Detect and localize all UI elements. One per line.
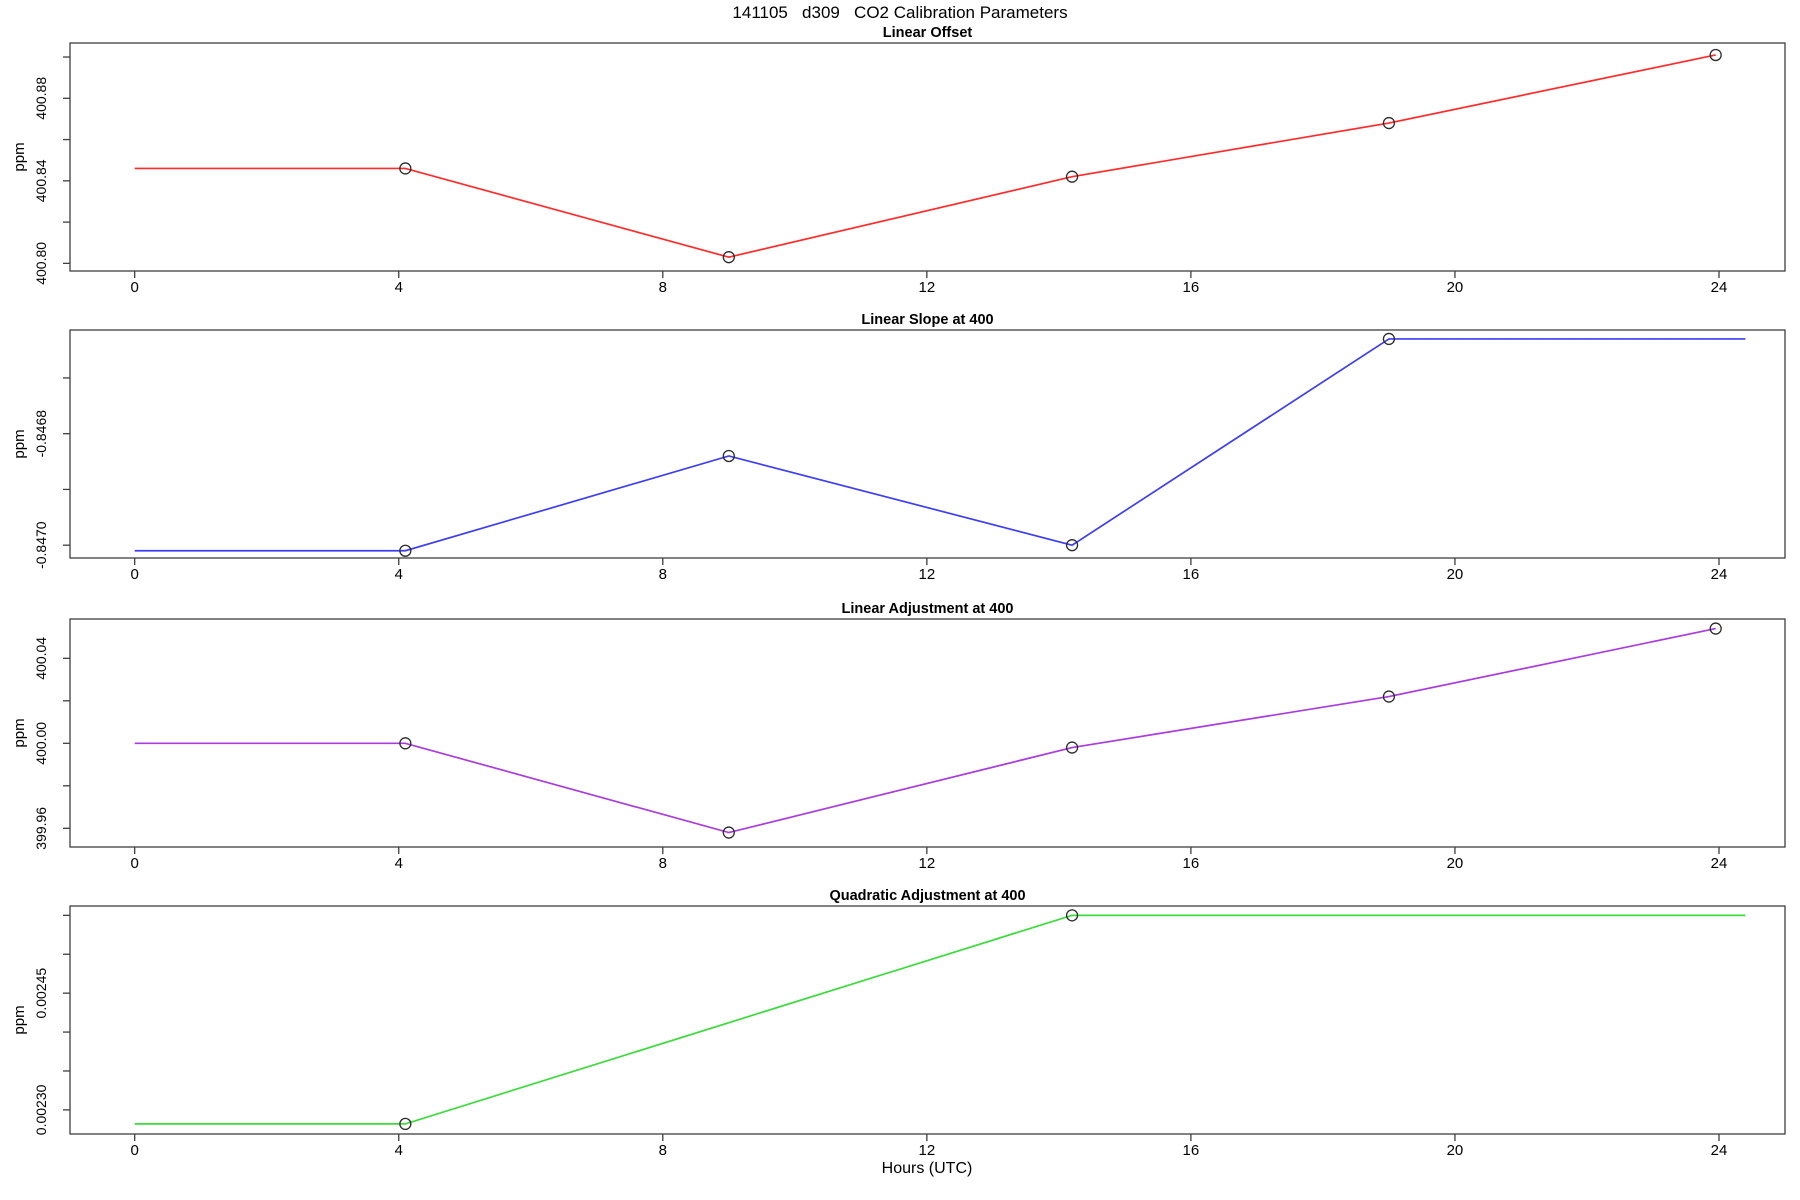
y-tick-label: 0.00245 xyxy=(33,968,49,1019)
x-tick-label: 4 xyxy=(395,279,403,296)
y-tick-label: 400.84 xyxy=(33,159,49,202)
data-point-marker xyxy=(1709,48,1722,62)
x-tick-label: 4 xyxy=(395,1142,403,1159)
y-axis-unit-label: ppm xyxy=(11,718,28,747)
x-tick-label: 12 xyxy=(918,566,935,583)
x-tick-label: 12 xyxy=(918,855,935,872)
data-line-linear-slope-at-400 xyxy=(134,338,1746,552)
x-tick-label: 8 xyxy=(659,855,667,872)
x-tick-label: 8 xyxy=(659,279,667,296)
plot-area-border xyxy=(69,618,1786,848)
x-tick-label: 0 xyxy=(131,855,139,872)
data-point-marker xyxy=(1382,332,1396,346)
data-point-marker xyxy=(399,162,412,175)
x-tick-label: 16 xyxy=(1183,1142,1200,1159)
data-point-marker xyxy=(1065,539,1079,552)
data-point-marker xyxy=(1065,741,1079,754)
panel-quadratic-adjustment-plot: Quadratic Adjustment at 400 ppm 0.00230 0.0… xyxy=(11,888,1786,1159)
panel-title-linear-adjustment-at-400: Linear Adjustment at 400 xyxy=(842,601,1014,617)
x-tick-label: 0 xyxy=(131,1142,139,1159)
y-axis-unit-label: ppm xyxy=(11,142,28,171)
panel-linear-offset-plot: Linear Offset ppm 400.80 400.84 400.88 0 4 8 12 1… xyxy=(11,25,1786,296)
panel-linear-slope-plot: Linear Slope at 400 ppm -0.8470 -0.8468 0 4 8 1… xyxy=(11,312,1786,583)
data-point-marker xyxy=(1382,116,1396,130)
x-tick-label: 0 xyxy=(131,279,139,296)
data-point-marker xyxy=(399,1117,412,1131)
data-line-quadratic-adjustment-at-400 xyxy=(134,914,1746,1125)
y-axis-unit-label: ppm xyxy=(11,429,28,458)
y-axis-unit-label: ppm xyxy=(11,1005,28,1034)
x-tick-label: 16 xyxy=(1183,279,1200,296)
plot-area-border xyxy=(69,905,1786,1135)
data-line-linear-offset xyxy=(134,54,1716,259)
data-point-marker xyxy=(722,449,735,463)
x-axis-title: Hours (UTC) xyxy=(881,1160,973,1177)
x-tick-label: 8 xyxy=(659,1142,667,1159)
panel-title-linear-slope-at-400: Linear Slope at 400 xyxy=(861,312,993,328)
data-point-marker xyxy=(722,826,735,839)
data-point-marker xyxy=(722,251,735,264)
panel-title-quadratic-adjustment-at-400: Quadratic Adjustment at 400 xyxy=(829,888,1025,904)
x-tick-label: 20 xyxy=(1447,566,1464,583)
data-point-marker xyxy=(399,544,412,557)
x-tick-label: 24 xyxy=(1711,1142,1728,1159)
x-tick-label: 4 xyxy=(395,566,403,583)
y-tick-label: 0.00230 xyxy=(33,1084,49,1135)
x-tick-label: 16 xyxy=(1183,566,1200,583)
x-tick-label: 24 xyxy=(1711,566,1728,583)
x-tick-label: 24 xyxy=(1711,279,1728,296)
y-tick-label: -0.8468 xyxy=(33,410,49,458)
x-tick-label: 20 xyxy=(1447,1142,1464,1159)
x-tick-label: 4 xyxy=(395,855,403,872)
data-point-marker xyxy=(1709,622,1722,635)
x-tick-label: 20 xyxy=(1447,855,1464,872)
data-point-marker xyxy=(1065,170,1079,183)
x-tick-label: 24 xyxy=(1711,855,1728,872)
panel-linear-adjustment-plot: Linear Adjustment at 400 ppm 399.96 400.00 4… xyxy=(11,601,1786,872)
y-tick-label: 400.04 xyxy=(33,637,49,680)
data-point-marker xyxy=(399,737,412,750)
x-tick-label: 8 xyxy=(659,566,667,583)
y-tick-label: -0.8470 xyxy=(33,521,49,569)
data-line-linear-adjustment-at-400 xyxy=(134,627,1716,834)
x-tick-label: 0 xyxy=(131,566,139,583)
x-tick-label: 12 xyxy=(918,1142,935,1159)
x-tick-label: 16 xyxy=(1183,855,1200,872)
y-tick-label: 400.88 xyxy=(33,77,49,120)
y-tick-label: 400.80 xyxy=(33,242,49,285)
figure-title: 141105 d309 CO2 Calibration Parameters xyxy=(732,3,1068,22)
plot-area-border xyxy=(69,329,1786,559)
plot-area-border xyxy=(69,42,1786,272)
y-tick-label: 399.96 xyxy=(33,807,49,850)
x-tick-label: 12 xyxy=(918,279,935,296)
data-point-marker xyxy=(1382,690,1396,703)
x-tick-label: 20 xyxy=(1447,279,1464,296)
y-tick-label: 400.00 xyxy=(33,722,49,765)
panel-title-linear-offset: Linear Offset xyxy=(883,25,973,41)
data-point-marker xyxy=(1065,909,1079,922)
